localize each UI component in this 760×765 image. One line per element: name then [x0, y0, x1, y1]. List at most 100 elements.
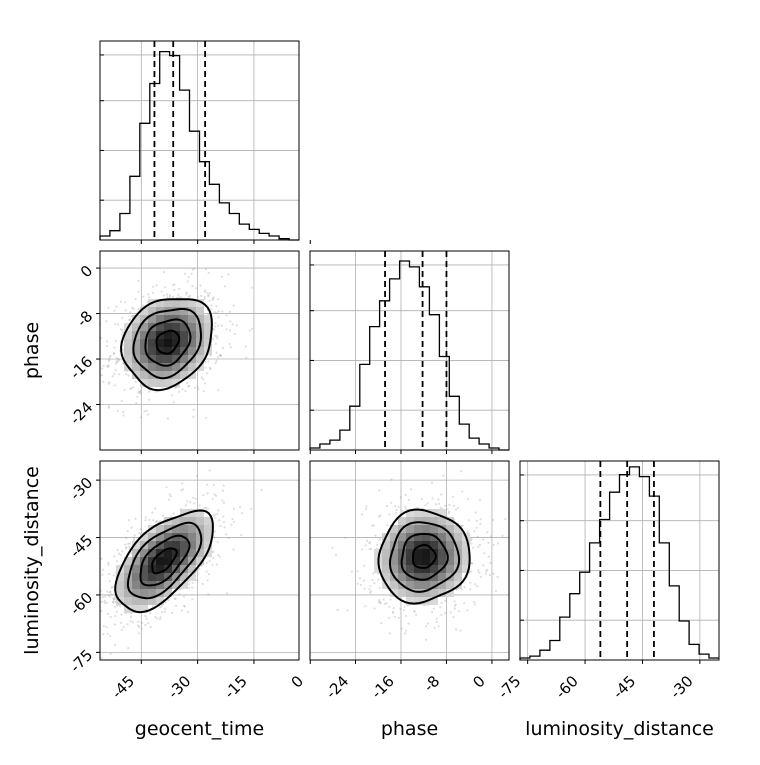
sample-point	[183, 272, 186, 275]
sample-point	[137, 307, 140, 311]
sample-point	[360, 513, 364, 516]
density-cell	[180, 299, 188, 307]
sample-point	[113, 597, 116, 600]
sample-point	[331, 546, 334, 549]
sample-point	[88, 609, 90, 611]
density-cell	[172, 355, 180, 363]
density-cell	[140, 605, 148, 613]
sample-point	[94, 616, 96, 618]
sample-point	[366, 539, 369, 543]
sample-point	[435, 503, 438, 506]
sample-point	[217, 509, 220, 512]
sample-point	[106, 365, 109, 368]
sample-point	[210, 308, 213, 311]
sample-point	[221, 310, 224, 313]
sample-point	[105, 601, 109, 605]
density-cell	[172, 581, 180, 589]
sample-point	[102, 625, 105, 628]
sample-point	[175, 386, 178, 389]
density-cell	[382, 557, 390, 565]
density-cell	[406, 549, 414, 557]
sample-point	[207, 573, 211, 576]
sample-point	[494, 589, 497, 593]
sample-point	[112, 352, 115, 355]
density-cell	[422, 557, 430, 565]
panel-frame	[99, 40, 300, 241]
density-cell	[124, 597, 132, 605]
sample-point	[206, 292, 209, 295]
density-cell	[390, 557, 398, 565]
density-cell	[382, 541, 390, 549]
sample-point	[132, 307, 135, 310]
sample-point	[379, 543, 382, 546]
sample-point	[168, 493, 171, 496]
sample-point	[211, 338, 214, 341]
sample-point	[127, 542, 130, 545]
sample-point	[147, 413, 150, 416]
density-cell	[446, 589, 454, 597]
sample-point	[107, 563, 110, 566]
sample-point	[369, 547, 373, 551]
sample-point	[214, 325, 217, 328]
sample-point	[188, 583, 191, 586]
sample-point	[171, 611, 174, 615]
sample-point	[238, 506, 242, 509]
sample-point	[198, 504, 201, 507]
sample-point	[377, 578, 380, 581]
sample-point	[163, 271, 166, 274]
sample-point	[378, 515, 381, 518]
sample-point	[221, 489, 225, 492]
density-cell	[180, 307, 188, 315]
density-cell	[156, 315, 164, 323]
sample-point	[240, 533, 243, 537]
sample-point	[112, 574, 116, 577]
sample-point	[229, 320, 232, 323]
sample-point	[198, 567, 201, 571]
density-cell	[188, 331, 196, 339]
sample-point	[101, 596, 104, 599]
sample-point	[180, 489, 183, 492]
sample-point	[221, 499, 224, 502]
density-cell	[156, 557, 164, 565]
sample-point	[116, 409, 119, 412]
sample-point	[461, 490, 464, 493]
sample-point	[388, 605, 391, 608]
density-cell	[422, 573, 430, 581]
sample-point	[383, 602, 387, 606]
density-cell	[398, 541, 406, 549]
density-cell	[414, 581, 422, 589]
sample-point	[172, 295, 175, 298]
sample-point	[426, 502, 429, 505]
sample-point	[166, 293, 169, 296]
density-cell	[414, 525, 422, 533]
sample-point	[230, 523, 233, 527]
sample-point	[130, 526, 133, 529]
sample-point	[109, 652, 112, 655]
sample-point	[112, 597, 115, 600]
sample-point	[106, 340, 109, 343]
sample-point	[204, 366, 207, 369]
sample-point	[463, 602, 466, 605]
sample-point	[477, 569, 480, 572]
y-tick-label-phase: -24	[66, 398, 96, 428]
sample-point	[478, 499, 482, 502]
sample-point	[102, 633, 105, 636]
sample-point	[144, 614, 147, 618]
sample-point	[203, 506, 206, 510]
sample-point	[159, 616, 162, 619]
sample-point	[378, 601, 381, 604]
sample-point	[110, 586, 113, 589]
sample-point	[491, 518, 494, 522]
sample-point	[191, 598, 194, 601]
sample-point	[424, 503, 427, 507]
contour-inner	[412, 544, 437, 569]
sample-point	[91, 575, 93, 577]
density-cell	[414, 533, 422, 541]
x-tick-label-luminosity_distance: -75	[494, 672, 524, 702]
density-cell	[414, 541, 422, 549]
y-tick-label-phase: -16	[66, 353, 96, 383]
sample-point	[224, 285, 227, 288]
sample-point	[113, 555, 116, 558]
histogram-luminosity_distance	[519, 466, 719, 660]
sample-point	[388, 632, 392, 635]
